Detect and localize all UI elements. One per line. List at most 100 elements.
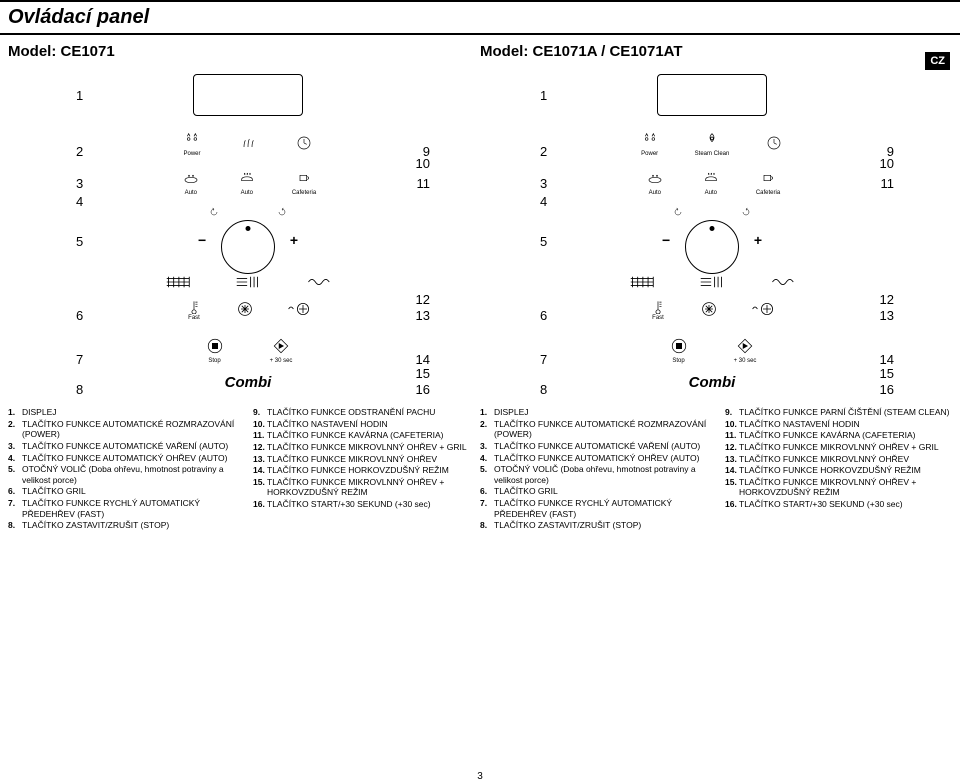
auto-reheat-icon xyxy=(236,167,258,189)
legend-item: 12.TLAČÍTKO FUNKCE MIKROVLNNÝ OHŘEV + GR… xyxy=(253,442,480,453)
grill-icon xyxy=(629,274,655,290)
mw-grill-icon xyxy=(699,274,725,290)
model-b-name: Model: CE1071A / CE1071AT xyxy=(480,43,936,60)
num-14: 14 xyxy=(416,352,430,367)
legend-item: 15.TLAČÍTKO FUNKCE MIKROVLNNÝ OHŘEV + HO… xyxy=(253,477,480,498)
legend-item: 14.TLAČÍTKO FUNKCE HORKOVZDUŠNÝ REŽIM xyxy=(725,465,952,476)
auto-cook-icon xyxy=(644,167,666,189)
list-b1: 1.DISPLEJ2.TLAČÍTKO FUNKCE AUTOMATICKÉ R… xyxy=(480,407,707,532)
legend-item: 11.TLAČÍTKO FUNKCE KAVÁRNA (CAFETERIA) xyxy=(253,430,480,441)
power-icon xyxy=(639,128,661,150)
cafeteria-icon xyxy=(757,167,779,189)
legend-item: 8.TLAČÍTKO ZASTAVIT/ZRUŠIT (STOP) xyxy=(8,520,235,531)
mw-icon xyxy=(769,274,795,290)
thermo-icon xyxy=(649,300,667,314)
legend-item: 9.TLAČÍTKO FUNKCE ODSTRANĚNÍ PACHU xyxy=(253,407,480,418)
stop-icon xyxy=(204,335,226,357)
legend-item: 4.TLAČÍTKO FUNKCE AUTOMATICKÝ OHŘEV (AUT… xyxy=(480,453,707,464)
num-11: 11 xyxy=(417,176,431,191)
num-7: 7 xyxy=(76,352,83,367)
list-a2: 9.TLAČÍTKO FUNKCE ODSTRANĚNÍ PACHU10.TLA… xyxy=(253,407,480,532)
combi-a: Combi xyxy=(98,374,398,391)
dial-b: −+ xyxy=(562,206,862,258)
legend-item: 12.TLAČÍTKO FUNKCE MIKROVLNNÝ OHŘEV + GR… xyxy=(725,442,952,453)
num-13: 13 xyxy=(416,308,430,323)
num-5: 5 xyxy=(76,234,83,249)
start-icon xyxy=(734,335,756,357)
panel-a: 1 2 3 4 5 6 7 8 9 10 11 12 13 14 15 16 P… xyxy=(98,74,398,391)
panel-b: 1 2 3 4 5 6 7 8 9 10 11 12 13 14 15 16 P… xyxy=(562,74,862,391)
legend-item: 3.TLAČÍTKO FUNKCE AUTOMATICKÉ VAŘENÍ (AU… xyxy=(480,441,707,452)
legend-item: 13.TLAČÍTKO FUNKCE MIKROVLNNÝ OHŘEV xyxy=(725,454,952,465)
mw-conv-icon xyxy=(287,300,311,318)
legend-item: 11.TLAČÍTKO FUNKCE KAVÁRNA (CAFETERIA) xyxy=(725,430,952,441)
minus: − xyxy=(198,232,206,248)
legend-item: 7.TLAČÍTKO FUNKCE RYCHLÝ AUTOMATICKÝ PŘE… xyxy=(8,498,235,519)
legend-item: 2.TLAČÍTKO FUNKCE AUTOMATICKÉ ROZMRAZOVÁ… xyxy=(480,419,707,440)
page-title: Ovládací panel xyxy=(8,6,952,29)
deodor-icon xyxy=(237,132,259,154)
auto-reheat-icon xyxy=(700,167,722,189)
num-12: 12 xyxy=(416,292,430,307)
cw-icon xyxy=(276,206,288,218)
lang-badge: CZ xyxy=(925,52,950,70)
num-6: 6 xyxy=(76,308,83,323)
legend-item: 8.TLAČÍTKO ZASTAVIT/ZRUŠIT (STOP) xyxy=(480,520,707,531)
num-1: 1 xyxy=(76,88,83,103)
plus: + xyxy=(290,232,298,248)
legend-item: 13.TLAČÍTKO FUNKCE MIKROVLNNÝ OHŘEV xyxy=(253,454,480,465)
num-4: 4 xyxy=(76,194,83,209)
thermo-icon xyxy=(185,300,203,314)
display-a xyxy=(193,74,303,116)
num-3: 3 xyxy=(76,176,83,191)
num-2: 2 xyxy=(76,144,83,159)
legend-item: 5.OTOČNÝ VOLIČ (Doba ohřevu, hmotnost po… xyxy=(8,464,235,485)
legend-item: 14.TLAČÍTKO FUNKCE HORKOVZDUŠNÝ REŽIM xyxy=(253,465,480,476)
list-b2: 9.TLAČÍTKO FUNKCE PARNÍ ČIŠTĚNÍ (STEAM C… xyxy=(725,407,952,532)
legend-row: 1.DISPLEJ2.TLAČÍTKO FUNKCE AUTOMATICKÉ R… xyxy=(0,401,960,532)
auto-cook-icon xyxy=(180,167,202,189)
legend-item: 4.TLAČÍTKO FUNKCE AUTOMATICKÝ OHŘEV (AUT… xyxy=(8,453,235,464)
legend-item: 6.TLAČÍTKO GRIL xyxy=(8,486,235,497)
legend-item: 10.TLAČÍTKO NASTAVENÍ HODIN xyxy=(253,419,480,430)
mode-row1-a xyxy=(98,274,398,290)
panels: 1 2 3 4 5 6 7 8 9 10 11 12 13 14 15 16 P… xyxy=(0,74,960,401)
stop-icon xyxy=(668,335,690,357)
mw-grill-icon xyxy=(235,274,261,290)
models-row: Model: CE1071 Model: CE1071A / CE1071AT xyxy=(0,43,960,74)
legend-item: 16.TLAČÍTKO START/+30 SEKUND (+30 sec) xyxy=(725,499,952,510)
legend-item: 7.TLAČÍTKO FUNKCE RYCHLÝ AUTOMATICKÝ PŘE… xyxy=(480,498,707,519)
row1-b: Power Steam Clean xyxy=(562,128,862,157)
legend-item: 1.DISPLEJ xyxy=(8,407,235,418)
legend-item: 9.TLAČÍTKO FUNKCE PARNÍ ČIŠTĚNÍ (STEAM C… xyxy=(725,407,952,418)
num-15: 15 xyxy=(416,366,430,381)
row2-a: Auto Auto Cafeteria xyxy=(98,167,398,196)
legend-item: 6.TLAČÍTKO GRIL xyxy=(480,486,707,497)
row2-b: Auto Auto Cafeteria xyxy=(562,167,862,196)
steam-clean-icon xyxy=(701,128,723,150)
list-a1: 1.DISPLEJ2.TLAČÍTKO FUNKCE AUTOMATICKÉ R… xyxy=(8,407,235,532)
conv-icon xyxy=(233,300,257,318)
legend-item: 1.DISPLEJ xyxy=(480,407,707,418)
cw-icon xyxy=(740,206,752,218)
page-number: 3 xyxy=(477,771,483,782)
model-a-name: Model: CE1071 xyxy=(8,43,464,60)
legend-item: 15.TLAČÍTKO FUNKCE MIKROVLNNÝ OHŘEV + HO… xyxy=(725,477,952,498)
ccw-icon xyxy=(208,206,220,218)
legend-item: 5.OTOČNÝ VOLIČ (Doba ohřevu, hmotnost po… xyxy=(480,464,707,485)
conv-icon xyxy=(697,300,721,318)
combi-b: Combi xyxy=(562,374,862,391)
header: Ovládací panel xyxy=(0,0,960,35)
clock-icon xyxy=(763,132,785,154)
num-16: 16 xyxy=(416,382,430,397)
bottom-row-a: Stop + 30 sec xyxy=(98,335,398,364)
start-icon xyxy=(270,335,292,357)
cafeteria-icon xyxy=(293,167,315,189)
num-10: 10 xyxy=(416,156,430,171)
bottom-row-b: Stop + 30 sec xyxy=(562,335,862,364)
legend-item: 3.TLAČÍTKO FUNKCE AUTOMATICKÉ VAŘENÍ (AU… xyxy=(8,441,235,452)
num-8: 8 xyxy=(76,382,83,397)
row1-a: Power xyxy=(98,128,398,157)
mode-row2-b: Fast xyxy=(562,300,862,321)
legend-item: 10.TLAČÍTKO NASTAVENÍ HODIN xyxy=(725,419,952,430)
